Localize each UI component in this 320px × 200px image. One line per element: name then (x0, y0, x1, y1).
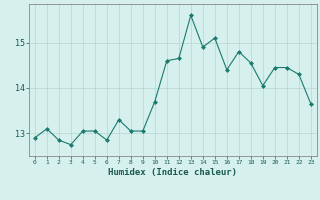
X-axis label: Humidex (Indice chaleur): Humidex (Indice chaleur) (108, 168, 237, 177)
